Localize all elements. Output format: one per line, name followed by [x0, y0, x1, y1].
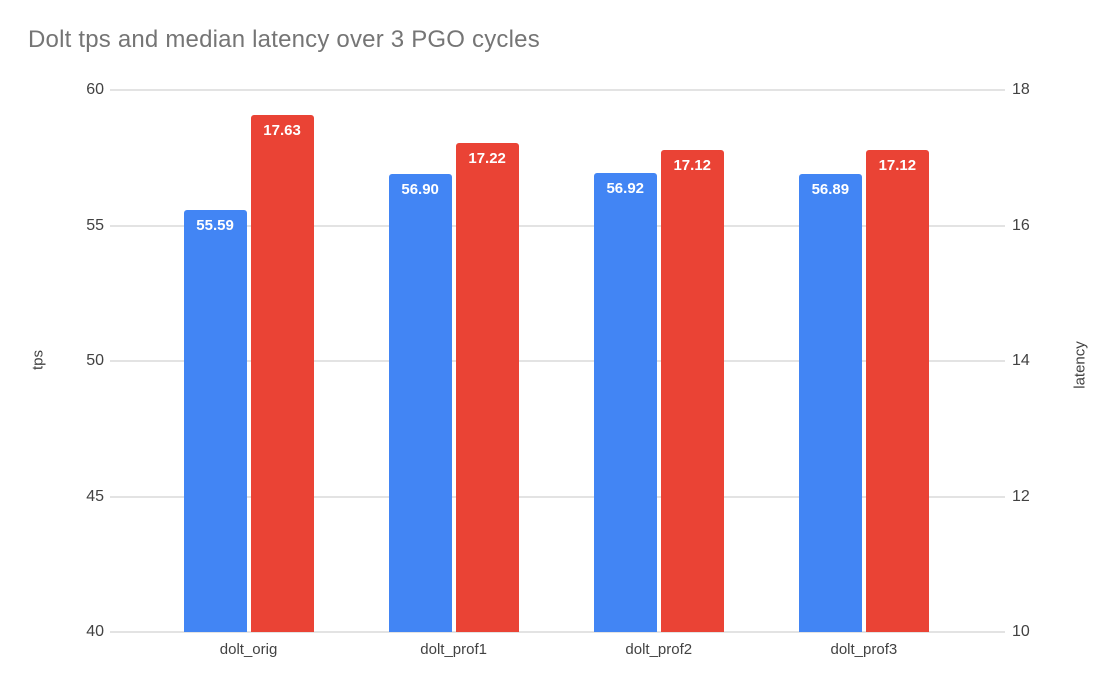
bar-latency-dolt_orig [250, 115, 314, 632]
left-axis-title: tps [29, 349, 47, 371]
bar-value-label-latency-dolt_prof3: 17.12 [878, 156, 917, 174]
y-axis-tick-label-right: 12 [1012, 487, 1030, 505]
bar-value-label-tps-dolt_prof1: 56.90 [401, 181, 439, 198]
bar-latency-dolt_prof3 [865, 149, 929, 632]
y-axis-tick-label-left: 50 [86, 352, 104, 369]
bar-tps-dolt_orig [183, 209, 247, 632]
bar-tps-dolt_prof3 [798, 174, 862, 632]
gridline [110, 631, 1005, 633]
bar-latency-dolt_prof2 [660, 149, 724, 632]
bar-latency-dolt_prof1 [455, 142, 519, 632]
gridline [110, 495, 1005, 498]
bar-value-label-latency-dolt_prof1: 17.22 [468, 149, 506, 167]
y-axis-tick-label-left: 60 [86, 81, 104, 98]
y-axis-tick-label-right: 14 [1012, 352, 1030, 369]
y-axis-tick-label-left: 45 [86, 487, 104, 505]
y-axis-tick-label-left: 55 [86, 216, 104, 234]
y-axis-tick-label-right: 16 [1012, 216, 1030, 234]
bar-value-label-tps-dolt_orig: 55.59 [196, 216, 234, 234]
x-axis-category-label: dolt_orig [219, 641, 278, 658]
gridline [110, 89, 1005, 91]
x-axis-category-label: dolt_prof1 [420, 641, 487, 658]
gridline [110, 360, 1005, 362]
right-axis-title: latency [1071, 341, 1089, 389]
y-axis-tick-label-right: 10 [1012, 623, 1030, 640]
y-axis-tick-label-left: 40 [86, 623, 104, 640]
bar-tps-dolt_prof1 [388, 174, 452, 632]
bar-value-label-tps-dolt_prof3: 56.89 [811, 181, 850, 199]
x-axis-category-label: dolt_prof2 [625, 641, 693, 658]
bar-value-label-latency-dolt_orig: 17.63 [263, 122, 301, 140]
y-axis-tick-label-right: 18 [1012, 81, 1030, 98]
x-axis-category-label: dolt_prof3 [830, 641, 898, 658]
gridline [110, 224, 1005, 227]
bar-tps-dolt_prof2 [593, 173, 657, 632]
bar-value-label-tps-dolt_prof2: 56.92 [606, 180, 645, 198]
chart-title: Dolt tps and median latency over 3 PGO c… [28, 26, 540, 53]
bar-value-label-latency-dolt_prof2: 17.12 [673, 156, 712, 174]
